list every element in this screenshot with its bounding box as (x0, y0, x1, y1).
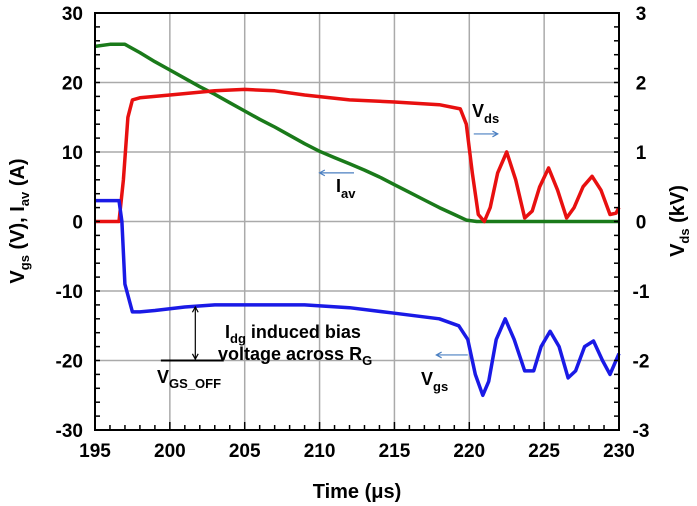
x-tick-label: 230 (603, 441, 635, 462)
bias-double-arrow-head (191, 353, 199, 361)
x-axis-label: Time (μs) (313, 481, 402, 503)
x-tick-label: 210 (304, 441, 336, 462)
y2-tick-label: 3 (636, 4, 647, 25)
annotation-arrows (160, 130, 499, 362)
vds-label: Vds (472, 101, 499, 126)
y2-axis-label: Vds (kV) (667, 185, 692, 257)
y-tick-label: -20 (56, 352, 83, 373)
y-tick-label: 30 (62, 4, 83, 25)
y-axis-label: Vgs (V), Iav (A) (7, 158, 32, 283)
series-vgs-line (95, 198, 621, 398)
x-tick-label: 225 (528, 441, 560, 462)
y2-tick-label: -1 (633, 282, 650, 303)
ticks: 195 200 205 210 215 220 225 230-30-20-100102030… (56, 4, 650, 462)
y2-tick-label: -2 (633, 352, 650, 373)
bias-double-arrow-head (191, 305, 199, 313)
y2-tick-label: -3 (633, 421, 650, 442)
x-tick-label: 220 (453, 441, 485, 462)
y-tick-label: -30 (56, 421, 83, 442)
x-tick-label: 215 (379, 441, 411, 462)
y-tick-label: 20 (62, 74, 83, 95)
series-vds-line (95, 87, 621, 224)
bias-label-line1: Idg induced bias (225, 322, 361, 346)
x-tick-label: 195 (79, 441, 111, 462)
vgs-off-label: VGS_OFF (157, 367, 221, 391)
bias-label-line2: voltage across RG (218, 344, 372, 368)
vgs-arrow-head (435, 351, 442, 359)
x-tick-label: 205 (229, 441, 261, 462)
x-tick-label: 200 (154, 441, 186, 462)
y-tick-label: 10 (62, 143, 83, 164)
y-tick-label: 0 (72, 213, 83, 234)
series (94, 42, 621, 398)
y2-tick-label: 1 (636, 143, 647, 164)
vds-arrow-head (492, 130, 499, 138)
y2-tick-label: 0 (636, 213, 647, 234)
series-iav-line (94, 42, 619, 224)
iav-arrow-head (318, 169, 326, 177)
y-tick-label: -10 (56, 282, 83, 303)
y2-tick-label: 2 (636, 74, 647, 95)
annotations: Vds Iav Vgs VGS_OFF Idg induced bias vol… (157, 101, 499, 394)
iav-label: Iav (336, 176, 356, 201)
vgs-label: Vgs (421, 369, 448, 394)
